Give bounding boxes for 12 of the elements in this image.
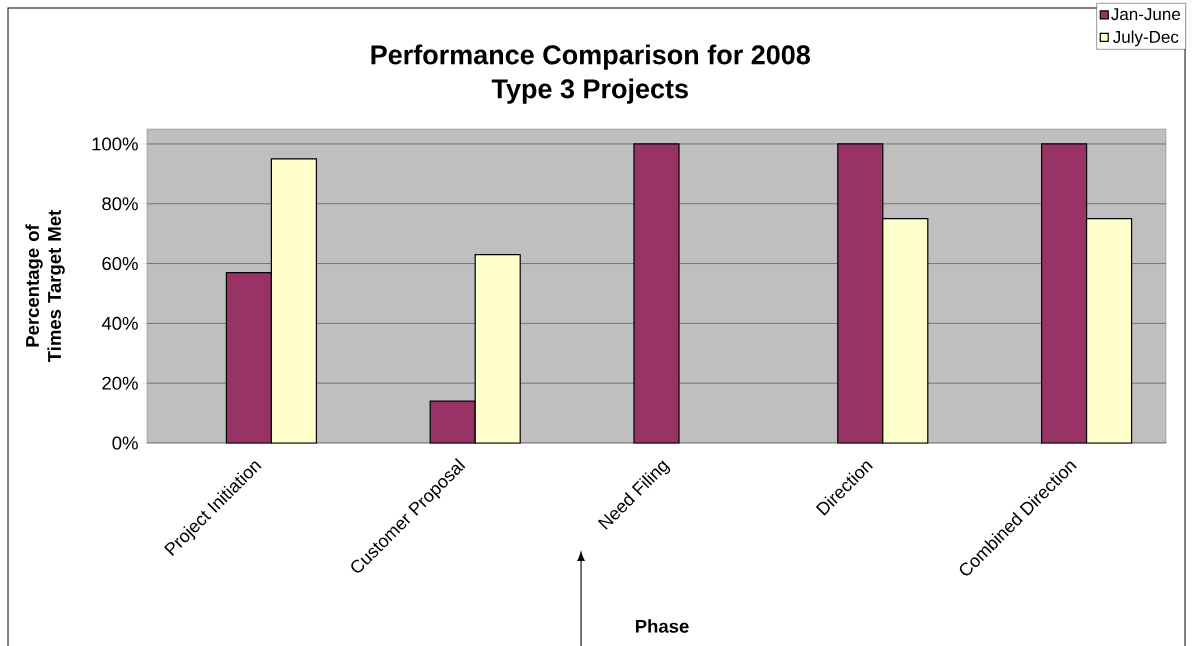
y-tick-label: 100% [92, 137, 138, 151]
y-axis-title: Percentage of Times Target Met [25, 209, 65, 363]
legend-label: July-Dec [1113, 30, 1179, 47]
y-tick-label: 0% [112, 436, 138, 450]
y-tick-label: 80% [102, 197, 138, 211]
chart-subtitle: Type 3 Projects [491, 78, 688, 104]
y-tick-label: 20% [102, 376, 138, 390]
y-tick-label: 60% [102, 257, 138, 271]
text: Phase [635, 619, 689, 633]
legend-label: Jan-June [1111, 8, 1181, 21]
chart-title: Performance Comparison for 2008 [371, 44, 810, 70]
y-tick-label: 40% [101, 316, 138, 330]
